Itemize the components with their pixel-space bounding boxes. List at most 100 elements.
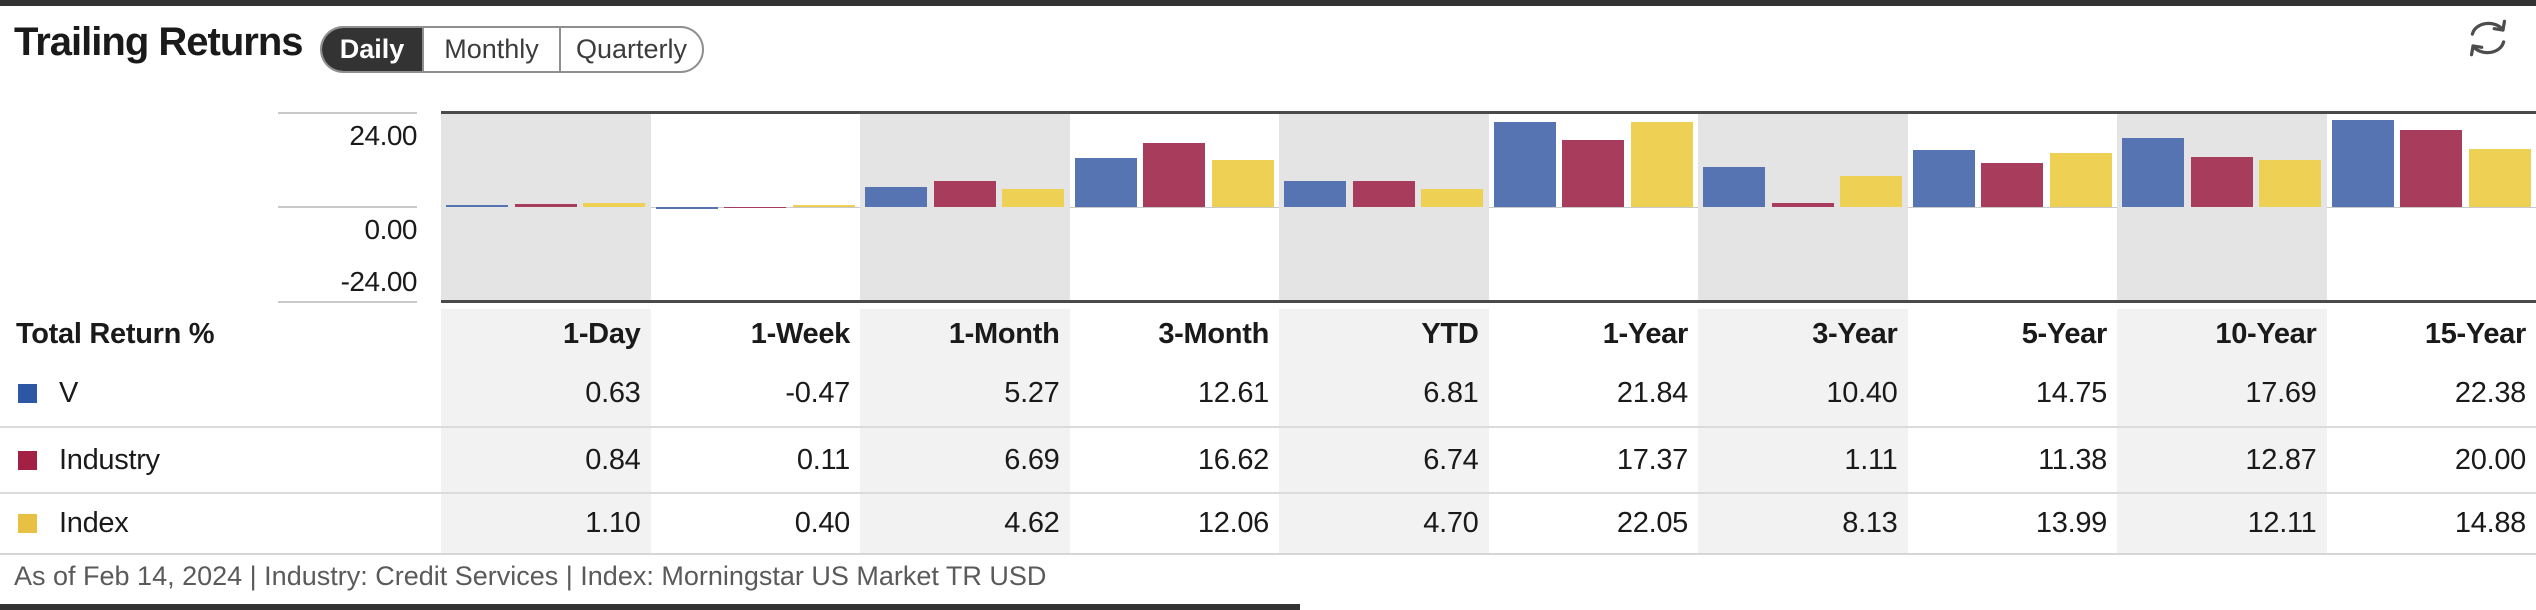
column-header-1-week: 1-Week: [750, 318, 851, 350]
chart-group-1-month: [860, 114, 1070, 300]
bar-index-ytd[interactable]: [1421, 188, 1484, 207]
chart-plot: [441, 111, 2536, 303]
bar-v-1-month[interactable]: [865, 186, 928, 207]
bar-index-5-year[interactable]: [2049, 152, 2112, 207]
bottom-border-rule: [0, 604, 1300, 610]
legend-swatch-index: [18, 514, 37, 533]
value-v-ytd: 6.81: [1279, 360, 1489, 426]
bar-industry-1-year[interactable]: [1562, 139, 1625, 207]
bar-industry-5-year[interactable]: [1981, 162, 2044, 207]
bar-v-ytd[interactable]: [1284, 180, 1347, 207]
ytick-line-24: [278, 112, 417, 114]
legend-swatch-industry: [18, 450, 37, 470]
chart-group-1-year: [1489, 114, 1699, 300]
value-industry-10-year: 12.87: [2117, 426, 2327, 492]
bar-index-10-year[interactable]: [2259, 160, 2322, 207]
value-v-1-year: 21.84: [1616, 376, 1688, 409]
bar-v-3-month[interactable]: [1074, 158, 1137, 207]
row-name-text: Industry: [59, 443, 160, 476]
chart-group-1-day: [441, 114, 651, 300]
refresh-icon[interactable]: [2462, 12, 2514, 64]
value-index-15-year: 14.88: [2326, 492, 2536, 553]
chart-group-3-year: [1698, 114, 1908, 300]
bar-v-1-day[interactable]: [446, 204, 509, 207]
row-label-index: Index: [0, 492, 441, 553]
bar-industry-ytd[interactable]: [1352, 180, 1415, 207]
chart-group-3-month: [1070, 114, 1280, 300]
column-header-3-month: 3-Month: [1158, 318, 1269, 350]
bar-v-10-year[interactable]: [2122, 138, 2185, 207]
chart-group-10-year: [2117, 114, 2327, 300]
row-label-industry: Industry: [0, 426, 441, 492]
bar-industry-1-day[interactable]: [514, 203, 577, 207]
bar-industry-3-year[interactable]: [1771, 202, 1834, 207]
value-industry-1-month: 6.69: [860, 426, 1070, 492]
tab-daily[interactable]: Daily: [322, 28, 422, 71]
value-industry-ytd: 6.74: [1279, 426, 1489, 492]
y-axis-label-24: 24.00: [349, 120, 417, 151]
column-header-1-year: 1-Year: [1602, 318, 1689, 350]
legend-swatch-v: [18, 383, 37, 403]
value-v-5-year: 14.75: [2035, 376, 2107, 409]
column-header-1-day: 1-Day: [441, 309, 651, 360]
chart-group-15-year: [2327, 114, 2536, 300]
value-index-ytd: 4.70: [1279, 492, 1489, 553]
value-industry-1-year: 17.37: [1488, 426, 1698, 492]
value-industry-1-week: 0.11: [650, 426, 860, 492]
bar-index-3-month[interactable]: [1211, 160, 1274, 207]
returns-table: Total Return % 1-Day 1-Week 1-Month 3-Month Y…: [0, 309, 2536, 555]
top-border-rule: [0, 0, 2536, 6]
row-name-text: V: [59, 376, 79, 409]
y-axis-label-neg24: -24.00: [340, 266, 418, 297]
ytick-line-0: [278, 206, 417, 208]
value-v-3-month: 12.61: [1197, 376, 1269, 409]
value-index-1-year: 22.05: [1488, 492, 1698, 553]
bar-industry-10-year[interactable]: [2190, 157, 2253, 207]
bar-index-15-year[interactable]: [2468, 149, 2531, 207]
value-v-1-month: 5.27: [860, 360, 1070, 426]
bar-industry-1-month[interactable]: [933, 181, 996, 207]
bar-index-1-year[interactable]: [1630, 121, 1693, 207]
value-v-1-week: -0.47: [785, 376, 850, 409]
value-v-15-year: 22.38: [2454, 376, 2526, 409]
value-index-3-year: 8.13: [1698, 492, 1908, 553]
value-index-1-month: 4.62: [860, 492, 1070, 553]
bar-index-1-month[interactable]: [1002, 189, 1065, 207]
column-header-1-month: 1-Month: [860, 309, 1070, 360]
bar-v-5-year[interactable]: [1912, 149, 1975, 207]
bar-v-1-year[interactable]: [1493, 122, 1556, 207]
bar-industry-3-month[interactable]: [1143, 142, 1206, 207]
chart-group-5-year: [1908, 114, 2118, 300]
value-industry-5-year: 11.38: [1907, 426, 2117, 492]
bar-index-1-week[interactable]: [792, 205, 855, 207]
column-header-15-year: 15-Year: [2424, 318, 2526, 350]
bar-industry-15-year[interactable]: [2400, 129, 2463, 207]
value-industry-1-day: 0.84: [441, 426, 651, 492]
value-industry-15-year: 20.00: [2326, 426, 2536, 492]
bar-index-3-year[interactable]: [1840, 175, 1903, 207]
value-index-1-week: 0.40: [650, 492, 860, 553]
bar-v-3-year[interactable]: [1703, 166, 1766, 207]
value-v-1-day: 0.63: [441, 360, 651, 426]
column-header-3-year: 3-Year: [1698, 309, 1908, 360]
value-index-1-day: 1.10: [441, 492, 651, 553]
bar-index-1-day[interactable]: [583, 202, 646, 207]
bar-v-1-week[interactable]: [655, 207, 718, 209]
table-corner-label: Total Return %: [16, 318, 215, 350]
column-header-ytd: YTD: [1279, 309, 1489, 360]
frequency-tab-group: Daily Monthly Quarterly: [320, 26, 704, 73]
tab-quarterly[interactable]: Quarterly: [559, 28, 702, 71]
y-axis-label-0: 0.00: [364, 214, 418, 245]
value-industry-3-month: 16.62: [1069, 426, 1279, 492]
ytick-line-neg24: [278, 301, 417, 303]
bar-v-15-year[interactable]: [2331, 120, 2394, 207]
tab-monthly[interactable]: Monthly: [422, 28, 559, 71]
value-v-10-year: 17.69: [2117, 360, 2327, 426]
value-v-3-year: 10.40: [1698, 360, 1908, 426]
row-name-text: Index: [59, 507, 129, 539]
value-index-3-month: 12.06: [1069, 492, 1279, 553]
value-index-5-year: 13.99: [1907, 492, 2117, 553]
zero-baseline: [441, 207, 2536, 208]
row-label-v: V: [0, 360, 441, 426]
